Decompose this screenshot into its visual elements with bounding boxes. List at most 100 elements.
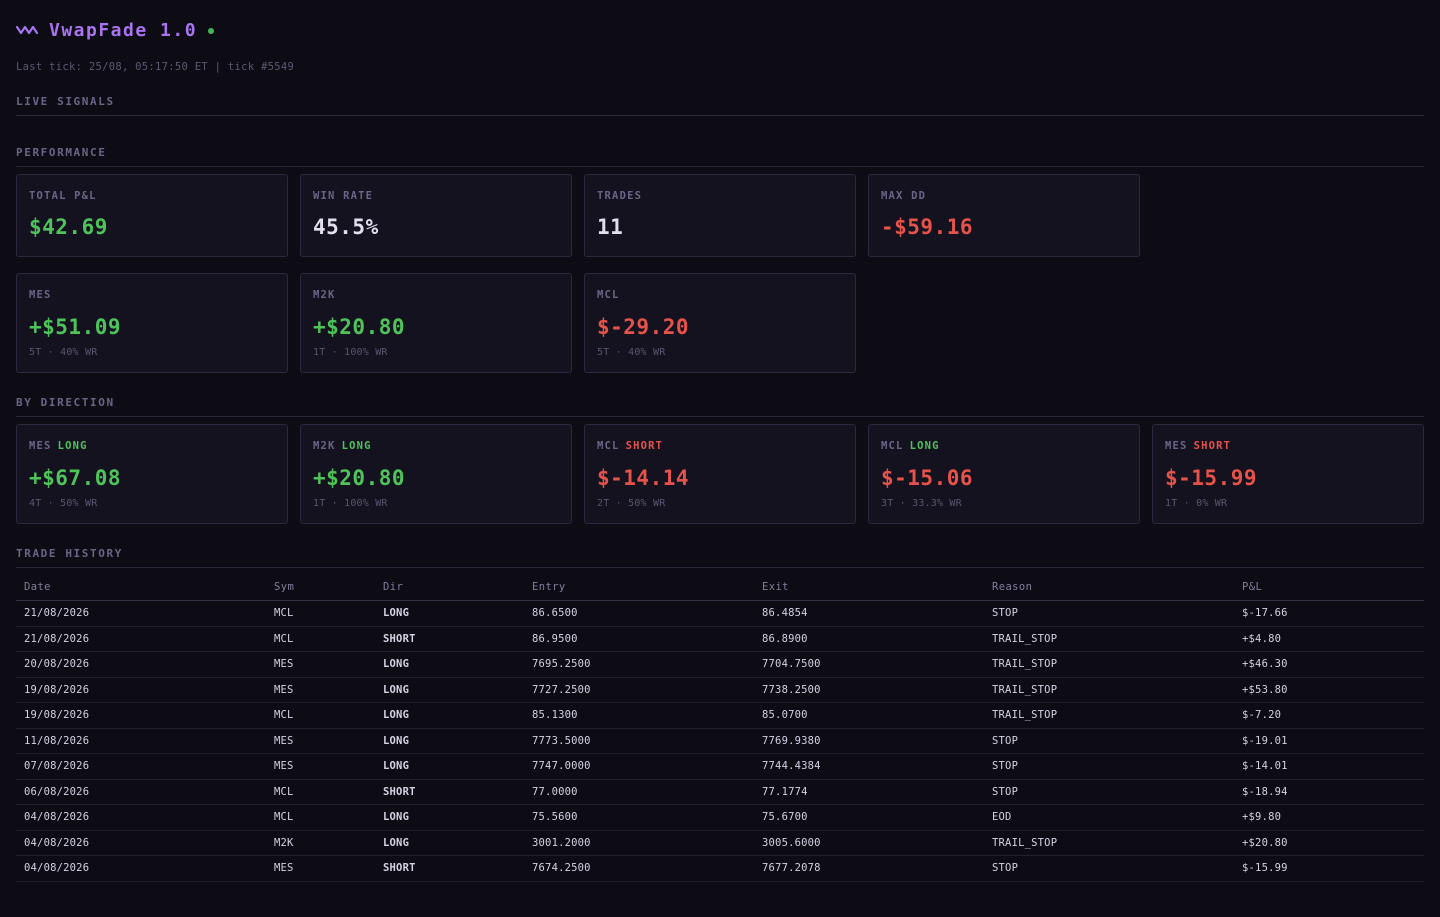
direction-side: LONG (57, 440, 88, 452)
table-row[interactable]: 11/08/2026 MES LONG 7773.5000 7769.9380 STOP $… (16, 728, 1424, 754)
trade-pnl: +$46.30 (1234, 651, 1424, 678)
direction-symbol: M2K (313, 440, 336, 452)
trade-date: 21/08/2026 (16, 626, 266, 652)
stat-value: $42.69 (29, 215, 108, 239)
stat-card-max-dd: MAX DD -$59.16 (868, 174, 1140, 257)
app-header: VwapFade 1.0 (16, 18, 215, 42)
trade-reason: STOP (984, 753, 1234, 780)
trade-symbol: MES (266, 651, 375, 678)
trade-history-table: Date Sym Dir Entry Exit Reason P&L 21/08… (16, 574, 1424, 882)
direction-label: MCL SHORT (597, 440, 663, 452)
table-row[interactable]: 06/08/2026 MCL SHORT 77.0000 77.1774 STOP $-18… (16, 779, 1424, 805)
direction-label: MES LONG (29, 440, 88, 452)
section-title-live-signals: LIVE SIGNALS (16, 95, 1424, 116)
column-header-date[interactable]: Date (16, 574, 266, 601)
direction-symbol: MCL (881, 440, 904, 452)
table-row[interactable]: 20/08/2026 MES LONG 7695.2500 7704.7500 TRAIL… (16, 651, 1424, 678)
trade-entry: 7727.2500 (524, 677, 754, 703)
table-row[interactable]: 19/08/2026 MCL LONG 85.1300 85.0700 TRAIL_STO… (16, 702, 1424, 729)
trade-pnl: $-17.66 (1234, 600, 1424, 627)
trade-pnl: +$20.80 (1234, 830, 1424, 856)
trade-direction: LONG (375, 702, 524, 729)
trade-exit: 7738.2500 (754, 677, 984, 703)
table-row[interactable]: 04/08/2026 M2K LONG 3001.2000 3005.6000 TRAIL… (16, 830, 1424, 856)
trade-reason: STOP (984, 855, 1234, 882)
trade-exit: 7704.7500 (754, 651, 984, 678)
last-tick-status: Last tick: 25/08, 05:17:50 ET | tick #55… (16, 61, 295, 73)
direction-stats: 2T · 50% WR (597, 498, 666, 509)
trade-entry: 7695.2500 (524, 651, 754, 678)
trade-reason: STOP (984, 728, 1234, 754)
trade-exit: 86.4854 (754, 600, 984, 627)
trade-exit: 77.1774 (754, 779, 984, 805)
trade-direction: SHORT (375, 855, 524, 882)
symbol-card-mes: MES +$51.09 5T · 40% WR (16, 273, 288, 373)
column-header-dir[interactable]: Dir (375, 574, 524, 601)
symbol-card-m2k: M2K +$20.80 1T · 100% WR (300, 273, 572, 373)
column-header-pnl[interactable]: P&L (1234, 574, 1424, 601)
trade-entry: 77.0000 (524, 779, 754, 805)
trade-exit: 3005.6000 (754, 830, 984, 856)
direction-symbol: MES (29, 440, 52, 452)
app-title: VwapFade 1.0 (49, 19, 198, 41)
direction-stats: 4T · 50% WR (29, 498, 98, 509)
section-title-trade-history: TRADE HISTORY (16, 547, 1424, 568)
stat-value: -$59.16 (881, 215, 974, 239)
symbol-label: MES (29, 289, 52, 301)
trade-symbol: MCL (266, 600, 375, 627)
trade-entry: 7674.2500 (524, 855, 754, 882)
direction-pnl: $-15.06 (881, 466, 974, 490)
trade-direction: LONG (375, 600, 524, 627)
direction-symbol: MCL (597, 440, 620, 452)
table-header-row: Date Sym Dir Entry Exit Reason P&L (16, 574, 1424, 601)
trade-entry: 7747.0000 (524, 753, 754, 780)
trade-reason: TRAIL_STOP (984, 677, 1234, 703)
direction-card-mcl-short: MCL SHORT $-14.14 2T · 50% WR (584, 424, 856, 524)
direction-stats: 1T · 0% WR (1165, 498, 1228, 509)
trade-symbol: MCL (266, 779, 375, 805)
trade-pnl: $-18.94 (1234, 779, 1424, 805)
trade-history-body: 21/08/2026 MCL LONG 86.6500 86.4854 STOP $-17.… (16, 600, 1424, 882)
direction-label: MES SHORT (1165, 440, 1231, 452)
trade-pnl: $-15.99 (1234, 855, 1424, 882)
trade-symbol: MES (266, 677, 375, 703)
trade-exit: 7677.2078 (754, 855, 984, 882)
direction-card-mcl-long: MCL LONG $-15.06 3T · 33.3% WR (868, 424, 1140, 524)
stat-label: TOTAL P&L (29, 190, 97, 202)
direction-side: SHORT (1193, 440, 1232, 452)
column-header-exit[interactable]: Exit (754, 574, 984, 601)
trade-date: 19/08/2026 (16, 702, 266, 729)
trade-symbol: MCL (266, 626, 375, 652)
trade-reason: EOD (984, 804, 1234, 831)
column-header-sym[interactable]: Sym (266, 574, 375, 601)
status-dot-icon (208, 28, 215, 34)
trade-pnl: $-14.01 (1234, 753, 1424, 780)
trade-direction: LONG (375, 830, 524, 856)
column-header-reason[interactable]: Reason (984, 574, 1234, 601)
table-row[interactable]: 04/08/2026 MES SHORT 7674.2500 7677.2078 STOP… (16, 855, 1424, 882)
trade-date: 11/08/2026 (16, 728, 266, 754)
symbol-stats: 5T · 40% WR (29, 347, 98, 358)
table-row[interactable]: 04/08/2026 MCL LONG 75.5600 75.6700 EOD +$9.80 (16, 804, 1424, 831)
direction-side: LONG (909, 440, 940, 452)
trade-reason: STOP (984, 600, 1234, 627)
table-row[interactable]: 19/08/2026 MES LONG 7727.2500 7738.2500 TRAIL… (16, 677, 1424, 703)
trade-symbol: MES (266, 728, 375, 754)
wave-icon (16, 25, 38, 35)
stat-value: 11 (597, 215, 624, 239)
trade-date: 07/08/2026 (16, 753, 266, 780)
table-row[interactable]: 07/08/2026 MES LONG 7747.0000 7744.4384 STOP $… (16, 753, 1424, 780)
direction-pnl: +$67.08 (29, 466, 122, 490)
trade-date: 20/08/2026 (16, 651, 266, 678)
direction-stats: 1T · 100% WR (313, 498, 388, 509)
trade-entry: 86.9500 (524, 626, 754, 652)
trade-direction: SHORT (375, 626, 524, 652)
trade-reason: TRAIL_STOP (984, 651, 1234, 678)
direction-label: MCL LONG (881, 440, 940, 452)
trade-date: 04/08/2026 (16, 804, 266, 831)
trade-pnl: +$9.80 (1234, 804, 1424, 831)
stat-label: TRADES (597, 190, 643, 202)
table-row[interactable]: 21/08/2026 MCL LONG 86.6500 86.4854 STOP $-17.… (16, 600, 1424, 627)
table-row[interactable]: 21/08/2026 MCL SHORT 86.9500 86.8900 TRAIL_ST… (16, 626, 1424, 652)
column-header-entry[interactable]: Entry (524, 574, 754, 601)
